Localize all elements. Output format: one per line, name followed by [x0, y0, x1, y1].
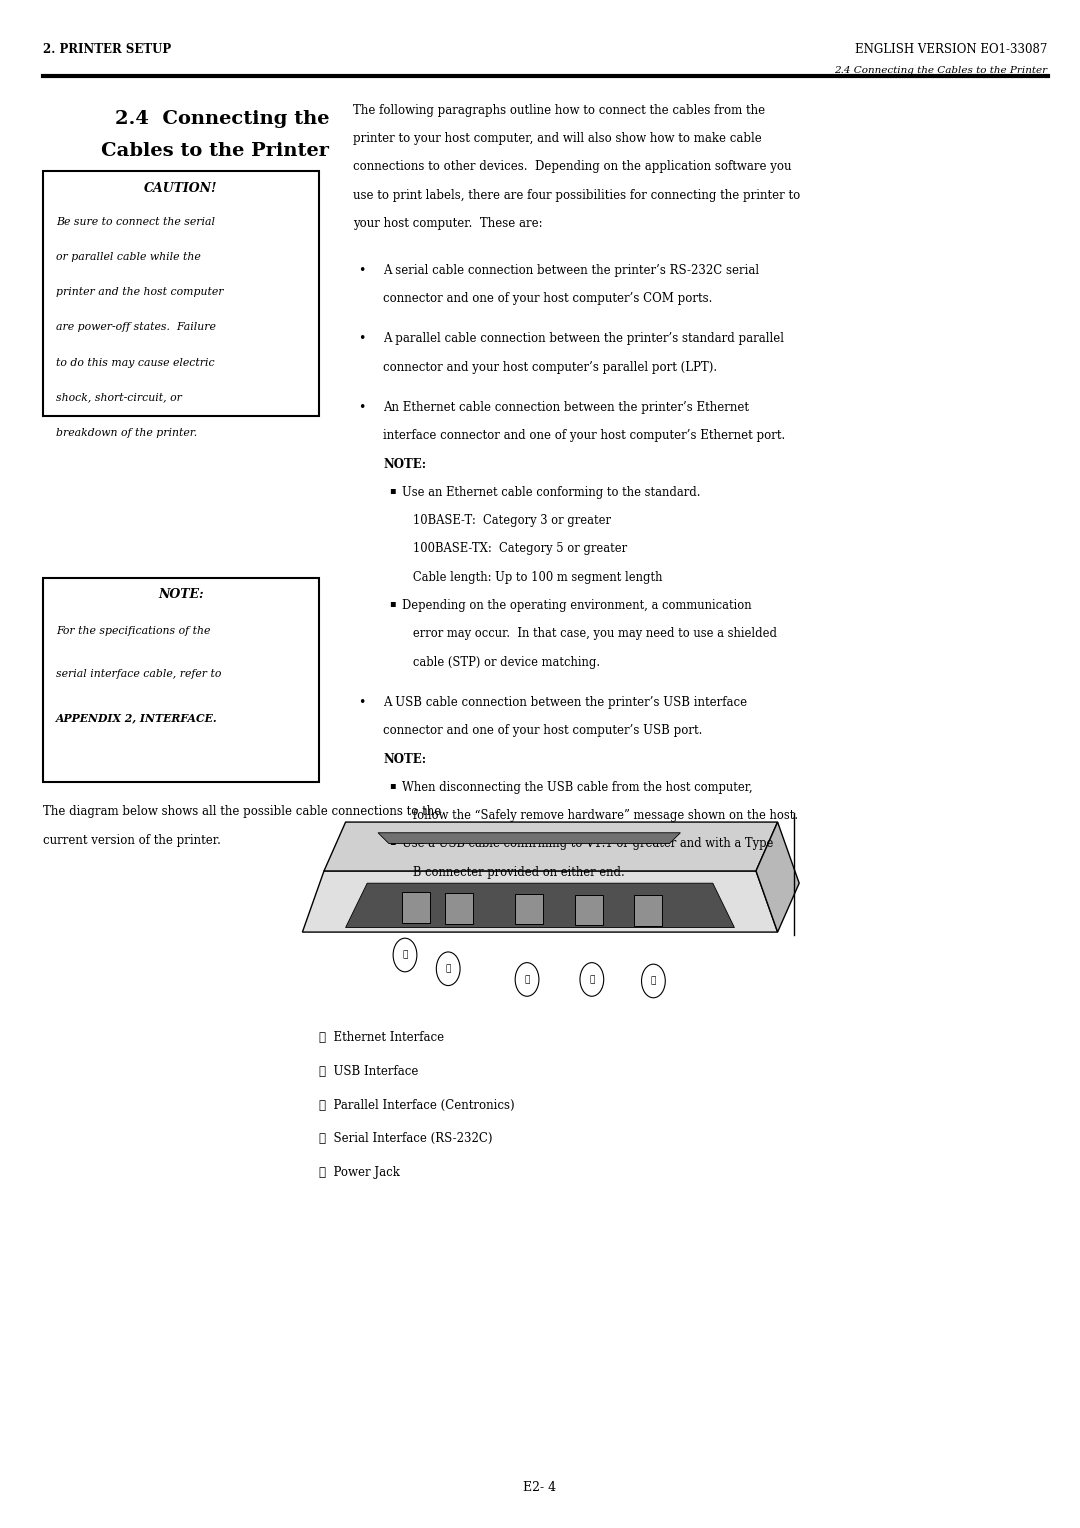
Text: Cables to the Printer: Cables to the Printer — [102, 142, 329, 160]
Circle shape — [580, 963, 604, 996]
Polygon shape — [324, 822, 778, 871]
Text: The diagram below shows all the possible cable connections to the: The diagram below shows all the possible… — [43, 805, 442, 819]
Text: ①  Ethernet Interface: ① Ethernet Interface — [319, 1031, 444, 1045]
Text: An Ethernet cable connection between the printer’s Ethernet: An Ethernet cable connection between the… — [383, 400, 750, 414]
Text: connector and one of your host computer’s USB port.: connector and one of your host computer’… — [383, 724, 703, 738]
Text: 2.4 Connecting the Cables to the Printer: 2.4 Connecting the Cables to the Printer — [835, 66, 1048, 75]
Text: follow the “Safely remove hardware” message shown on the host.: follow the “Safely remove hardware” mess… — [402, 808, 798, 822]
Polygon shape — [302, 871, 778, 932]
Text: A serial cable connection between the printer’s RS-232C serial: A serial cable connection between the pr… — [383, 263, 759, 277]
Text: error may occur.  In that case, you may need to use a shielded: error may occur. In that case, you may n… — [402, 626, 777, 640]
FancyBboxPatch shape — [43, 171, 319, 416]
Text: ▪: ▪ — [389, 599, 395, 608]
Text: connections to other devices.  Depending on the application software you: connections to other devices. Depending … — [353, 160, 792, 174]
Text: ▪: ▪ — [389, 837, 395, 847]
FancyBboxPatch shape — [445, 892, 473, 923]
Text: interface connector and one of your host computer’s Ethernet port.: interface connector and one of your host… — [383, 429, 785, 443]
Text: •: • — [359, 332, 366, 345]
Text: Use an Ethernet cable conforming to the standard.: Use an Ethernet cable conforming to the … — [402, 486, 700, 500]
Text: ④  Serial Interface (RS-232C): ④ Serial Interface (RS-232C) — [319, 1132, 492, 1146]
Text: •: • — [359, 400, 366, 414]
FancyBboxPatch shape — [515, 894, 543, 924]
FancyBboxPatch shape — [634, 895, 662, 926]
Text: •: • — [359, 695, 366, 709]
Text: ▪: ▪ — [389, 781, 395, 790]
FancyBboxPatch shape — [575, 894, 603, 926]
Text: shock, short-circuit, or: shock, short-circuit, or — [56, 393, 183, 403]
Text: For the specifications of the: For the specifications of the — [56, 626, 211, 637]
Text: 10BASE-T:  Category 3 or greater: 10BASE-T: Category 3 or greater — [402, 513, 611, 527]
Text: use to print labels, there are four possibilities for connecting the printer to: use to print labels, there are four poss… — [353, 188, 800, 202]
Polygon shape — [346, 883, 734, 927]
Text: 2.4  Connecting the: 2.4 Connecting the — [114, 110, 329, 128]
Text: serial interface cable, refer to: serial interface cable, refer to — [56, 669, 221, 680]
Text: connector and your host computer’s parallel port (LPT).: connector and your host computer’s paral… — [383, 361, 717, 374]
Text: ⑤  Power Jack: ⑤ Power Jack — [319, 1166, 400, 1180]
Text: ⑤: ⑤ — [651, 976, 656, 986]
Text: APPENDIX 2, INTERFACE.: APPENDIX 2, INTERFACE. — [56, 712, 218, 723]
Text: printer and the host computer: printer and the host computer — [56, 287, 224, 298]
Text: CAUTION!: CAUTION! — [144, 182, 218, 196]
FancyBboxPatch shape — [43, 578, 319, 782]
Text: ②  USB Interface: ② USB Interface — [319, 1065, 418, 1079]
Text: Use a USB cable confirming to V1.1 or greater and with a Type: Use a USB cable confirming to V1.1 or gr… — [402, 837, 773, 851]
FancyBboxPatch shape — [402, 892, 430, 923]
Circle shape — [393, 938, 417, 972]
Text: current version of the printer.: current version of the printer. — [43, 834, 221, 847]
Text: NOTE:: NOTE: — [158, 588, 204, 602]
Text: •: • — [359, 263, 366, 277]
Text: or parallel cable while the: or parallel cable while the — [56, 252, 201, 263]
Text: printer to your host computer, and will also show how to make cable: printer to your host computer, and will … — [353, 131, 761, 145]
Text: B connecter provided on either end.: B connecter provided on either end. — [402, 865, 624, 879]
Polygon shape — [378, 833, 680, 843]
Text: ②: ② — [446, 964, 450, 973]
Text: breakdown of the printer.: breakdown of the printer. — [56, 428, 198, 439]
Text: Depending on the operating environment, a communication: Depending on the operating environment, … — [402, 599, 752, 613]
Text: ENGLISH VERSION EO1-33087: ENGLISH VERSION EO1-33087 — [855, 43, 1048, 57]
Circle shape — [515, 963, 539, 996]
Text: to do this may cause electric: to do this may cause electric — [56, 358, 215, 368]
Text: 100BASE-TX:  Category 5 or greater: 100BASE-TX: Category 5 or greater — [402, 542, 626, 556]
Circle shape — [436, 952, 460, 986]
Text: connector and one of your host computer’s COM ports.: connector and one of your host computer’… — [383, 292, 713, 306]
Text: Be sure to connect the serial: Be sure to connect the serial — [56, 217, 215, 228]
Text: When disconnecting the USB cable from the host computer,: When disconnecting the USB cable from th… — [402, 781, 753, 795]
Text: NOTE:: NOTE: — [383, 752, 427, 766]
Polygon shape — [756, 822, 799, 932]
Text: your host computer.  These are:: your host computer. These are: — [353, 217, 543, 231]
Text: The following paragraphs outline how to connect the cables from the: The following paragraphs outline how to … — [353, 104, 766, 118]
Text: ▪: ▪ — [389, 486, 395, 495]
Text: A parallel cable connection between the printer’s standard parallel: A parallel cable connection between the … — [383, 332, 784, 345]
Text: E2- 4: E2- 4 — [524, 1481, 556, 1494]
Text: ③  Parallel Interface (Centronics): ③ Parallel Interface (Centronics) — [319, 1099, 514, 1112]
Text: ④: ④ — [590, 975, 594, 984]
Text: ③: ③ — [525, 975, 529, 984]
Text: cable (STP) or device matching.: cable (STP) or device matching. — [402, 656, 599, 669]
Text: are power-off states.  Failure: are power-off states. Failure — [56, 322, 216, 333]
Text: NOTE:: NOTE: — [383, 457, 427, 471]
Text: A USB cable connection between the printer’s USB interface: A USB cable connection between the print… — [383, 695, 747, 709]
Text: ①: ① — [403, 950, 407, 960]
Text: Cable length: Up to 100 m segment length: Cable length: Up to 100 m segment length — [402, 570, 662, 584]
Text: 2. PRINTER SETUP: 2. PRINTER SETUP — [43, 43, 172, 57]
Circle shape — [642, 964, 665, 998]
